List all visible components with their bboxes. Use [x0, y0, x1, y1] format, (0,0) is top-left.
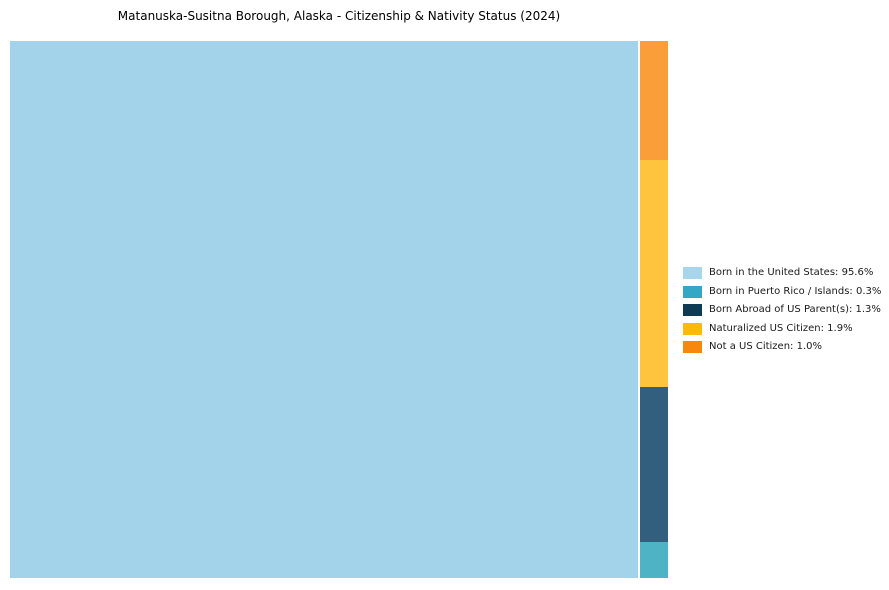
legend-color-swatch — [683, 341, 702, 353]
legend-color-swatch — [683, 322, 702, 335]
treemap-rect-not-a-us-citizen — [640, 41, 668, 160]
legend: Born in the United States: 95.6% Born in … — [683, 267, 881, 353]
legend-color-swatch — [683, 267, 702, 279]
treemap-rect-born-in-puerto-rico-islands — [640, 542, 668, 578]
chart-title: Matanuska-Susitna Borough, Alaska - Citi… — [117, 9, 561, 23]
treemap-rect-naturalized-us-citizen — [640, 160, 668, 387]
legend-item-born-in-puerto-rico-islands: Born in Puerto Rico / Islands: 0.3% — [683, 285, 882, 298]
legend-item-naturalized-us-citizen: Naturalized US Citizen: 1.9% — [683, 322, 881, 335]
legend-color-swatch — [683, 285, 702, 298]
legend-label: Born in Puerto Rico / Islands: 0.3% — [709, 285, 882, 297]
treemap-rect-born-abroad-of-us-parent-s — [640, 387, 668, 542]
legend-label: Born Abroad of US Parent(s): 1.3% — [709, 304, 881, 315]
legend-label: Not a US Citizen: 1.0% — [709, 341, 823, 352]
legend-item-born-in-the-united-states: Born in the United States: 95.6% — [683, 267, 881, 279]
legend-item-not-a-us-citizen: Not a US Citizen: 1.0% — [683, 341, 881, 353]
legend-label: Naturalized US Citizen: 1.9% — [709, 322, 853, 334]
legend-label: Born in the United States: 95.6% — [709, 267, 874, 278]
legend-color-swatch — [683, 304, 702, 316]
treemap-rect-born-in-the-united-states — [10, 41, 638, 578]
legend-item-born-abroad-of-us-parent-s: Born Abroad of US Parent(s): 1.3% — [683, 304, 881, 316]
treemap-plot-area — [10, 41, 668, 578]
